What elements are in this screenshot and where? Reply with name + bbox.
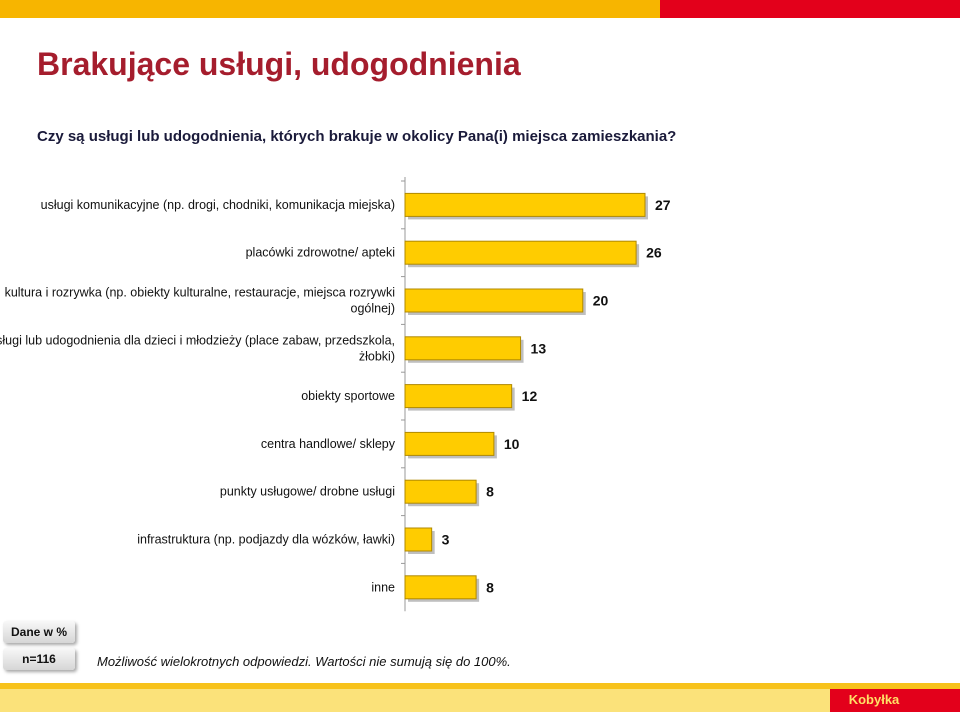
category-label: centra handlowe/ sklepy xyxy=(261,437,396,451)
bar xyxy=(404,288,584,313)
category-label: infrastruktura (np. podjazdy dla wózków,… xyxy=(137,533,395,547)
bar xyxy=(404,575,477,600)
data-label: 8 xyxy=(486,579,494,595)
data-label: 12 xyxy=(522,388,538,404)
category-label: punkty usługowe/ drobne usługi xyxy=(220,485,395,499)
bottom-decor-bar-light xyxy=(0,689,830,712)
top-decor-bar xyxy=(0,0,660,18)
category-label: placówki zdrowotne/ apteki xyxy=(246,246,395,260)
category-label: kultura i rozrywka (np. obiekty kultural… xyxy=(5,286,395,300)
footnote: Możliwość wielokrotnych odpowiedzi. Wart… xyxy=(97,654,511,669)
data-label: 26 xyxy=(646,245,662,261)
data-label: 3 xyxy=(442,532,450,548)
data-label: 13 xyxy=(531,340,547,356)
category-label: usługi lub udogodnienia dla dzieci i mło… xyxy=(0,333,395,347)
bar xyxy=(404,192,646,217)
page-title: Brakujące usługi, udogodnienia xyxy=(37,46,521,82)
bar xyxy=(404,431,495,456)
bar xyxy=(404,527,433,552)
bottom-accent-bar xyxy=(830,689,960,712)
data-label: 8 xyxy=(486,484,494,500)
bottom-decor-bar xyxy=(0,683,960,689)
bar xyxy=(404,240,637,265)
data-label: 27 xyxy=(655,197,671,213)
bar-chart: 27 usługi komunikacyjne (np. drogi, chodn… xyxy=(0,177,671,612)
bar xyxy=(404,384,513,409)
sample-size-badge: n=116 xyxy=(3,648,75,670)
data-label: 10 xyxy=(504,436,520,452)
category-label: żłobki) xyxy=(359,349,395,363)
top-accent-bar xyxy=(660,0,960,18)
data-label: 20 xyxy=(593,293,609,309)
bar xyxy=(404,336,522,361)
survey-question: Czy są usługi lub udogodnienia, których … xyxy=(37,128,677,145)
category-label: ogólnej) xyxy=(351,302,395,316)
data-unit-badge: Dane w % xyxy=(3,621,75,643)
footer-brand: Kobyłka xyxy=(848,692,900,707)
category-label: obiekty sportowe xyxy=(301,389,395,403)
bar xyxy=(404,479,477,504)
category-label: usługi komunikacyjne (np. drogi, chodnik… xyxy=(41,198,395,212)
category-label: inne xyxy=(371,580,395,594)
